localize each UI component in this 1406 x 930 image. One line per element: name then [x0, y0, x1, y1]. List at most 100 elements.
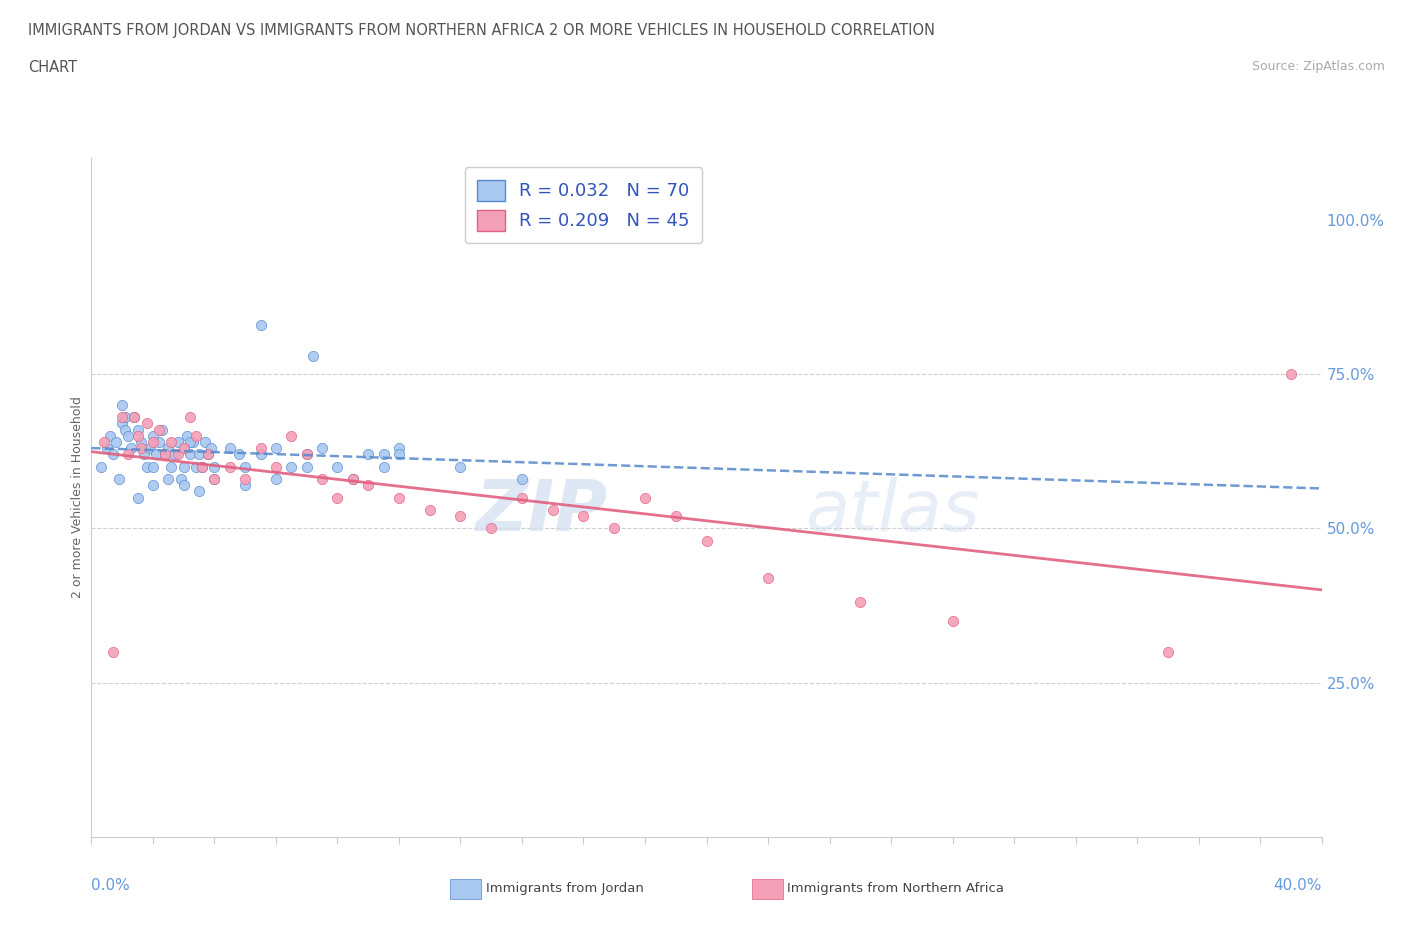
Point — [153, 447, 177, 462]
Point — [166, 447, 188, 462]
Point — [264, 441, 287, 456]
Point — [510, 490, 533, 505]
Point — [756, 570, 779, 585]
Point — [1157, 644, 1180, 659]
Point — [142, 429, 165, 444]
Text: 0.0%: 0.0% — [91, 878, 131, 893]
Point — [157, 472, 180, 486]
Point — [603, 521, 626, 536]
Point — [101, 447, 124, 462]
Text: Immigrants from Northern Africa: Immigrants from Northern Africa — [787, 882, 1004, 895]
Point — [197, 447, 219, 462]
Point — [388, 441, 411, 456]
Point — [179, 410, 201, 425]
Point — [233, 459, 256, 474]
Point — [188, 484, 211, 498]
Point — [218, 459, 240, 474]
Point — [572, 509, 595, 524]
Point — [96, 441, 118, 456]
Point — [280, 459, 302, 474]
Point — [357, 447, 380, 462]
Point — [280, 429, 302, 444]
Point — [124, 410, 146, 425]
Point — [160, 459, 183, 474]
Point — [388, 447, 411, 462]
Point — [114, 422, 136, 437]
Point — [388, 490, 411, 505]
Point — [194, 434, 217, 449]
Point — [200, 441, 222, 456]
Point — [153, 447, 177, 462]
Point — [114, 410, 136, 425]
Point — [695, 533, 717, 548]
Point — [326, 490, 349, 505]
Point — [111, 410, 134, 425]
Y-axis label: 2 or more Vehicles in Household: 2 or more Vehicles in Household — [72, 396, 84, 599]
Point — [173, 459, 195, 474]
Point — [191, 459, 214, 474]
Point — [111, 397, 134, 412]
Point — [295, 447, 318, 462]
Point — [117, 429, 139, 444]
Text: Immigrants from Jordan: Immigrants from Jordan — [486, 882, 644, 895]
Text: ZIP: ZIP — [475, 477, 607, 546]
Point — [184, 429, 207, 444]
Point — [419, 502, 441, 517]
Point — [541, 502, 564, 517]
Point — [342, 472, 364, 486]
Point — [184, 459, 207, 474]
Point — [202, 459, 225, 474]
Text: CHART: CHART — [28, 60, 77, 75]
Point — [173, 478, 195, 493]
Point — [169, 472, 191, 486]
Point — [311, 472, 333, 486]
Point — [163, 447, 186, 462]
Point — [129, 434, 152, 449]
Point — [357, 478, 380, 493]
Point — [135, 416, 157, 431]
Point — [142, 434, 165, 449]
Point — [139, 441, 162, 456]
Point — [449, 509, 471, 524]
Point — [179, 434, 201, 449]
Point — [166, 434, 188, 449]
Point — [202, 472, 225, 486]
Point — [941, 614, 963, 629]
Point — [342, 472, 364, 486]
Point — [479, 521, 502, 536]
Point — [101, 644, 124, 659]
Point — [135, 459, 157, 474]
Point — [117, 447, 139, 462]
Point — [181, 434, 204, 449]
Point — [150, 422, 173, 437]
Point — [127, 490, 149, 505]
Point — [191, 459, 214, 474]
Text: atlas: atlas — [804, 477, 980, 546]
Point — [132, 447, 155, 462]
Point — [449, 459, 471, 474]
Point — [173, 441, 195, 456]
Point — [634, 490, 657, 505]
Point — [127, 422, 149, 437]
Point — [111, 416, 134, 431]
Point — [108, 472, 131, 486]
Point — [90, 459, 112, 474]
Point — [249, 447, 271, 462]
Point — [129, 441, 152, 456]
Point — [179, 447, 201, 462]
Point — [93, 434, 115, 449]
Point — [145, 447, 167, 462]
Legend: R = 0.032   N = 70, R = 0.209   N = 45: R = 0.032 N = 70, R = 0.209 N = 45 — [465, 167, 702, 243]
Point — [1279, 366, 1302, 381]
Point — [264, 459, 287, 474]
Point — [160, 434, 183, 449]
Point — [295, 447, 318, 462]
Point — [849, 595, 872, 610]
Point — [197, 447, 219, 462]
Point — [98, 429, 121, 444]
Point — [373, 447, 395, 462]
Point — [311, 441, 333, 456]
Point — [295, 459, 318, 474]
Text: Source: ZipAtlas.com: Source: ZipAtlas.com — [1251, 60, 1385, 73]
Point — [233, 472, 256, 486]
